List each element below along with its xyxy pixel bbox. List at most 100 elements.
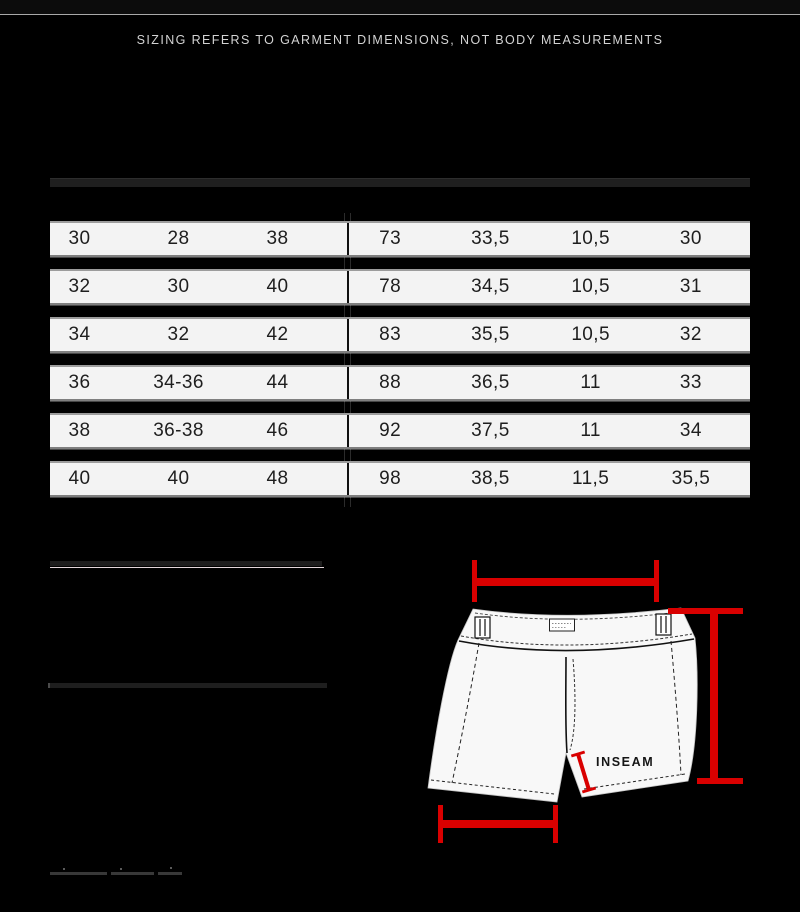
subheading-underline bbox=[50, 567, 324, 568]
size-cell: 38 bbox=[68, 420, 91, 441]
size-cell: 35,5 bbox=[471, 324, 510, 345]
size-cell: 40 bbox=[167, 468, 190, 489]
size-cell: 88 bbox=[379, 372, 402, 393]
waistband-line bbox=[458, 638, 695, 652]
row-left-group: 36 34-36 44 bbox=[50, 367, 347, 399]
row-section-separator bbox=[347, 271, 349, 303]
size-cell: 36-38 bbox=[153, 420, 204, 441]
size-cell: 30 bbox=[679, 228, 702, 249]
row-section-separator bbox=[347, 463, 349, 495]
leg-opening-measure bbox=[438, 805, 558, 843]
measurement-marks bbox=[438, 560, 743, 843]
left-hem-stitch bbox=[430, 779, 555, 795]
size-cell: 34 bbox=[68, 324, 91, 345]
left-side-seam-stitch bbox=[451, 642, 480, 784]
inseam-label: INSEAM bbox=[596, 755, 654, 769]
size-cell: 32 bbox=[68, 276, 91, 297]
size-cell: 31 bbox=[679, 276, 702, 297]
row-left-group: 38 36-38 46 bbox=[50, 415, 347, 447]
length-measure-bottom-cap bbox=[697, 778, 743, 784]
top-divider-line bbox=[0, 14, 800, 15]
shorts-lineart bbox=[427, 607, 698, 803]
size-cell: 34,5 bbox=[471, 276, 510, 297]
note-bar-dark bbox=[48, 683, 327, 688]
fineprint-mark bbox=[111, 872, 154, 875]
size-cell: 36 bbox=[68, 372, 91, 393]
right-adjuster-tab bbox=[655, 613, 672, 636]
size-cell: 10,5 bbox=[571, 324, 610, 345]
row-left-group: 32 30 40 bbox=[50, 271, 347, 303]
size-table-row: 36 34-36 44 88 36,5 11 33 bbox=[50, 365, 750, 401]
size-cell: 38,5 bbox=[471, 468, 510, 489]
size-cell: 78 bbox=[379, 276, 402, 297]
size-cell: 34 bbox=[679, 420, 702, 441]
size-cell: 32 bbox=[679, 324, 702, 345]
waist-measure bbox=[472, 560, 659, 602]
left-adjuster-tab bbox=[474, 616, 491, 639]
size-table-row: 30 28 38 73 33,5 10,5 30 bbox=[50, 221, 750, 257]
size-cell: 73 bbox=[379, 228, 402, 249]
size-cell: 30 bbox=[167, 276, 190, 297]
size-cell: 37,5 bbox=[471, 420, 510, 441]
size-cell: 40 bbox=[266, 276, 289, 297]
size-cell: 35,5 bbox=[671, 468, 711, 489]
size-cell: 83 bbox=[379, 324, 402, 345]
size-table-row: 32 30 40 78 34,5 10,5 31 bbox=[50, 269, 750, 305]
size-cell: 34-36 bbox=[153, 372, 204, 393]
length-measure-top-cap bbox=[668, 608, 743, 614]
size-cell: 11 bbox=[580, 372, 601, 393]
size-cell: 33 bbox=[679, 372, 702, 393]
fineprint-mark bbox=[50, 872, 107, 875]
row-right-group: 73 33,5 10,5 30 bbox=[349, 223, 750, 255]
size-cell: 38 bbox=[266, 228, 289, 249]
size-cell: 10,5 bbox=[571, 228, 610, 249]
subheading-bar-dark bbox=[50, 561, 322, 566]
inseam-measure bbox=[570, 750, 597, 794]
leg-measure-right-cap bbox=[553, 805, 558, 843]
fineprint-mark bbox=[158, 872, 182, 875]
row-right-group: 92 37,5 11 34 bbox=[349, 415, 750, 447]
table-section-divider bbox=[344, 213, 351, 507]
size-cell: 40 bbox=[68, 468, 91, 489]
size-cell: 42 bbox=[266, 324, 289, 345]
right-hem-stitch bbox=[583, 773, 686, 790]
size-cell: 98 bbox=[379, 468, 402, 489]
size-table: 30 28 38 73 33,5 10,5 30 32 30 40 78 34,5 10,5 31 34 32… bbox=[50, 221, 750, 509]
length-measure bbox=[668, 608, 743, 784]
row-left-group: 30 28 38 bbox=[50, 223, 347, 255]
fly-line bbox=[564, 656, 568, 754]
waistband-label-patch bbox=[549, 618, 575, 632]
size-table-row: 34 32 42 83 35,5 10,5 32 bbox=[50, 317, 750, 353]
size-cell: 48 bbox=[266, 468, 289, 489]
row-section-separator bbox=[347, 223, 349, 255]
row-right-group: 98 38,5 11,5 35,5 bbox=[349, 463, 750, 495]
leg-measure-bar bbox=[440, 820, 555, 828]
size-cell: 11,5 bbox=[572, 468, 610, 489]
row-section-separator bbox=[347, 319, 349, 351]
row-right-group: 83 35,5 10,5 32 bbox=[349, 319, 750, 351]
size-cell: 92 bbox=[379, 420, 402, 441]
waist-measure-bar bbox=[474, 578, 657, 586]
size-table-row: 38 36-38 46 92 37,5 11 34 bbox=[50, 413, 750, 449]
size-cell: 10,5 bbox=[571, 276, 610, 297]
size-cell: 33,5 bbox=[471, 228, 510, 249]
size-cell: 30 bbox=[68, 228, 91, 249]
table-header-strip bbox=[50, 178, 750, 187]
size-cell: 28 bbox=[167, 228, 190, 249]
top-band bbox=[0, 0, 800, 14]
fineprint-dot bbox=[63, 868, 65, 870]
size-cell: 46 bbox=[266, 420, 289, 441]
waistband-stitch bbox=[460, 633, 693, 646]
size-cell: 11 bbox=[580, 420, 601, 441]
sizing-notice: SIZING REFERS TO GARMENT DIMENSIONS, NOT… bbox=[136, 33, 664, 47]
size-table-row: 40 40 48 98 38,5 11,5 35,5 bbox=[50, 461, 750, 497]
shorts-outline bbox=[427, 607, 698, 803]
size-cell: 36,5 bbox=[471, 372, 510, 393]
size-cell: 44 bbox=[266, 372, 289, 393]
size-cell: 32 bbox=[167, 324, 190, 345]
row-section-separator bbox=[347, 415, 349, 447]
row-left-group: 40 40 48 bbox=[50, 463, 347, 495]
row-right-group: 78 34,5 10,5 31 bbox=[349, 271, 750, 303]
shorts-measurement-diagram: INSEAM bbox=[427, 560, 743, 843]
